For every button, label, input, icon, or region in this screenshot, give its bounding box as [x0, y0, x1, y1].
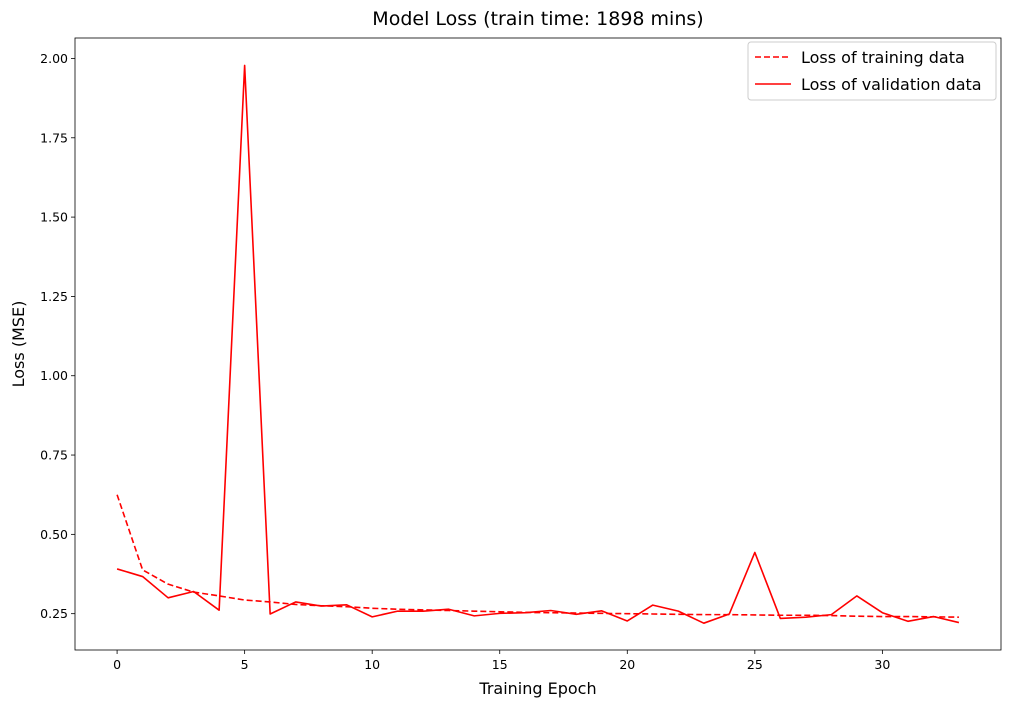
- legend-label: Loss of training data: [801, 48, 965, 67]
- y-tick-label: 0.50: [40, 527, 68, 542]
- y-tick-label: 1.50: [40, 210, 68, 225]
- series-layer: [116, 64, 960, 624]
- validation-loss-line: [116, 64, 960, 624]
- chart-title: Model Loss (train time: 1898 mins): [372, 8, 703, 30]
- legend-box: [747, 41, 997, 101]
- y-tick-label: 0.75: [40, 448, 68, 463]
- x-axis-ticks: 0 5 10 15 20 25 30: [113, 650, 890, 672]
- y-tick-label: 1.25: [40, 289, 68, 304]
- plot-area: [74, 37, 1002, 651]
- x-tick-label: 10: [364, 657, 380, 672]
- y-tick-label: 1.00: [40, 368, 68, 383]
- x-axis-label: Training Epoch: [478, 679, 596, 698]
- x-tick-label: 25: [747, 657, 763, 672]
- legend: Loss of training data Loss of validation …: [747, 41, 997, 101]
- y-axis-label: Loss (MSE): [9, 301, 28, 388]
- y-tick-label: 0.25: [40, 606, 68, 621]
- y-axis-ticks: 0.25 0.50 0.75 1.00 1.25 1.50 1.75 2.00: [40, 51, 75, 621]
- x-tick-label: 20: [619, 657, 635, 672]
- legend-label: Loss of validation data: [801, 75, 982, 94]
- x-tick-label: 15: [492, 657, 508, 672]
- x-tick-label: 5: [241, 657, 249, 672]
- x-tick-label: 30: [874, 657, 890, 672]
- y-tick-label: 2.00: [40, 51, 68, 66]
- x-tick-label: 0: [113, 657, 121, 672]
- y-tick-label: 1.75: [40, 130, 68, 145]
